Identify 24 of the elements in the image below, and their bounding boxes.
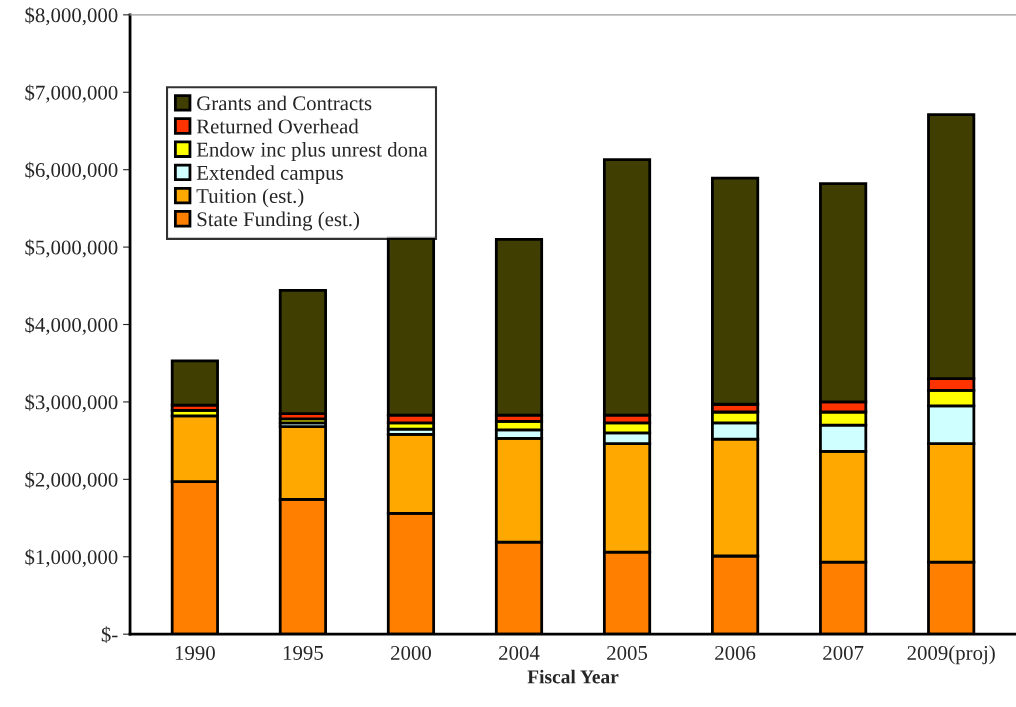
y-tick-label: $2,000,000 <box>25 471 118 490</box>
x-tick-label: 2006 <box>715 645 756 660</box>
y-tick-label: $6,000,000 <box>25 161 118 181</box>
x-tick-label: 1995 <box>283 645 323 660</box>
legend-label: State Funding (est.) <box>197 211 360 231</box>
x-axis-title: Fiscal Year <box>527 669 619 684</box>
x-tick-label: 2004 <box>499 645 540 660</box>
legend-label: Extended campus <box>196 165 343 185</box>
legend-label: Returned Overhead <box>196 118 359 134</box>
legend-label: Tuition (est.) <box>196 188 304 208</box>
legend-label: Endow inc plus unrest dona <box>196 142 428 161</box>
y-tick-label: $3,000,000 <box>25 394 118 413</box>
x-tick-label: 1990 <box>175 645 215 660</box>
y-tick-label: $4,000,000 <box>25 316 118 335</box>
y-tick-label: $5,000,000 <box>25 239 118 258</box>
legend-label: Grants and Contracts <box>197 95 372 111</box>
x-tick-label: 2009(proj) <box>907 645 995 665</box>
y-tick-label: $8,000,000 <box>25 6 118 26</box>
y-tick-label: $- <box>101 626 118 643</box>
x-tick-label: 2007 <box>823 645 864 660</box>
x-tick-label: 2005 <box>607 645 648 660</box>
y-tick-label: $7,000,000 <box>25 84 118 103</box>
y-tick-label: $1,000,000 <box>25 548 118 568</box>
x-tick-label: 2000 <box>391 645 431 660</box>
